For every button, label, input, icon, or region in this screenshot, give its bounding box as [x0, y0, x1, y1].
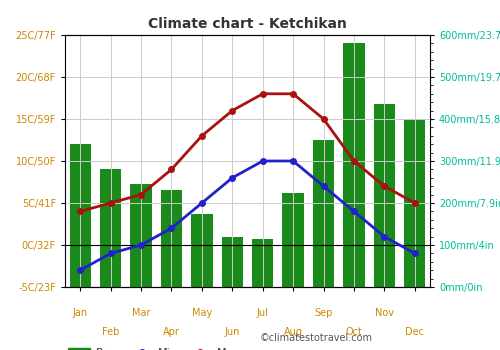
- Text: Nov: Nov: [375, 308, 394, 318]
- Max: [199, 134, 205, 138]
- Text: Aug: Aug: [284, 327, 302, 337]
- Max: [108, 201, 114, 205]
- Bar: [130, 184, 152, 287]
- Min: [351, 209, 357, 214]
- Min: [290, 159, 296, 163]
- Bar: [374, 104, 395, 287]
- Text: ©climatestotravel.com: ©climatestotravel.com: [260, 333, 373, 343]
- Min: [138, 243, 144, 247]
- Text: Sep: Sep: [314, 308, 332, 318]
- Min: [199, 201, 205, 205]
- Bar: [191, 214, 212, 287]
- Max: [260, 92, 266, 96]
- Text: Jan: Jan: [72, 308, 88, 318]
- Max: [168, 167, 174, 172]
- Text: Feb: Feb: [102, 327, 120, 337]
- Text: Jun: Jun: [224, 327, 240, 337]
- Text: Apr: Apr: [163, 327, 180, 337]
- Max: [230, 108, 235, 113]
- Text: Mar: Mar: [132, 308, 150, 318]
- Bar: [282, 193, 304, 287]
- Max: [351, 159, 357, 163]
- Min: [230, 176, 235, 180]
- Bar: [252, 239, 274, 287]
- Bar: [222, 237, 243, 287]
- Title: Climate chart - Ketchikan: Climate chart - Ketchikan: [148, 17, 347, 31]
- Line: Min: Min: [78, 158, 417, 273]
- Bar: [313, 140, 334, 287]
- Max: [290, 92, 296, 96]
- Min: [77, 268, 83, 272]
- Min: [320, 184, 326, 188]
- Bar: [344, 43, 364, 287]
- Text: Dec: Dec: [406, 327, 424, 337]
- Min: [382, 234, 388, 239]
- Text: May: May: [192, 308, 212, 318]
- Max: [320, 117, 326, 121]
- Max: [138, 193, 144, 197]
- Text: Oct: Oct: [346, 327, 362, 337]
- Bar: [100, 169, 122, 287]
- Max: [77, 209, 83, 214]
- Min: [108, 251, 114, 256]
- Bar: [70, 144, 91, 287]
- Bar: [404, 119, 425, 287]
- Text: Jul: Jul: [257, 308, 268, 318]
- Min: [260, 159, 266, 163]
- Line: Max: Max: [78, 91, 417, 214]
- Max: [412, 201, 418, 205]
- Min: [412, 251, 418, 256]
- Min: [168, 226, 174, 230]
- Legend: Prec, Min, Max: Prec, Min, Max: [64, 343, 244, 350]
- Max: [382, 184, 388, 188]
- Bar: [161, 190, 182, 287]
